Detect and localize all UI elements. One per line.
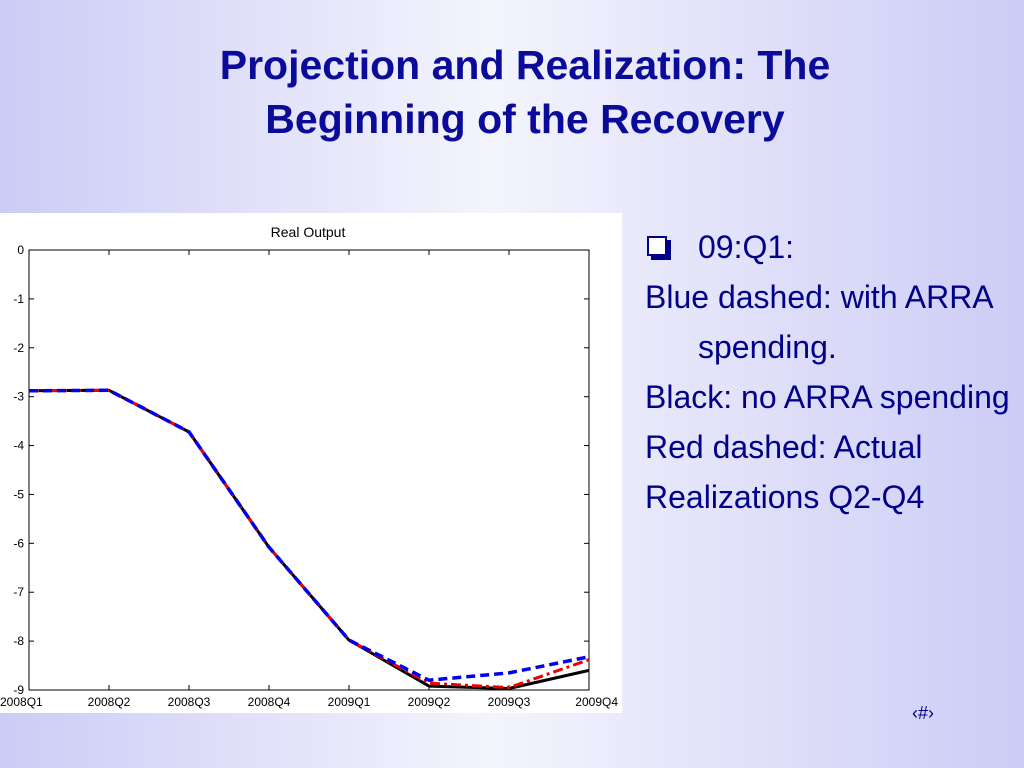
y-tick-label: -9 <box>13 683 24 697</box>
plot-frame <box>28 249 590 691</box>
x-tick-label: 2008Q2 <box>88 695 131 709</box>
y-tick-label: -1 <box>13 292 24 306</box>
x-tick-label: 2008Q4 <box>248 695 291 709</box>
y-tick-label: 0 <box>17 243 24 257</box>
x-tick-label: 2009Q1 <box>328 695 371 709</box>
y-tick-label: -2 <box>13 341 24 355</box>
bullet-line-red: Red dashed: Actual <box>645 429 923 465</box>
chart-panel: Real Output 0 -1 -2 -3 -4 -5 -6 -7 -8 -9 2008Q1 20… <box>0 213 622 713</box>
real-output-chart: Real Output 0-1-2-3-4-5-6-7-8-9 2008Q1 20… <box>0 224 618 709</box>
bullet-line-black: Black: no ARRA spending <box>645 379 1010 415</box>
series-line-solid <box>28 388 590 690</box>
checkbox-bullet-icon <box>647 236 667 256</box>
bullet-heading: 09:Q1: <box>645 222 1015 272</box>
x-tick-label: 2009Q2 <box>408 695 451 709</box>
bullet-list: 09:Q1: Blue dashed: with ARRA spending. … <box>645 222 1015 522</box>
series-line-dashdot <box>28 388 590 690</box>
slide-title: Projection and Realization: The Beginnin… <box>100 38 950 146</box>
y-tick-label: -4 <box>13 439 24 453</box>
bullet-line-blue: Blue dashed: with ARRA spending. <box>645 279 992 365</box>
y-tick-label: -3 <box>13 390 24 404</box>
x-axis: 2008Q1 2008Q2 2008Q3 2008Q4 2009Q1 2009Q2 2009… <box>0 250 618 709</box>
title-line-2: Beginning of the Recovery <box>265 96 785 142</box>
chart-title: Real Output <box>271 224 346 240</box>
y-tick-label: -7 <box>13 585 24 599</box>
x-tick-label: 2009Q4 <box>575 695 618 709</box>
series-layer <box>28 388 590 690</box>
page-number: ‹#› <box>912 703 934 723</box>
plot-border <box>28 249 590 691</box>
y-tick-label: -6 <box>13 536 24 550</box>
title-line-1: Projection and Realization: The <box>219 42 831 88</box>
y-tick-label: -5 <box>13 487 24 501</box>
bullet-line-realizations: Realizations Q2-Q4 <box>645 479 925 515</box>
y-axis: 0 -1 -2 -3 -4 -5 -6 -7 -8 -9 <box>13 243 589 697</box>
bullet-heading-text: 09:Q1: <box>698 229 795 265</box>
x-tick-label: 2009Q3 <box>488 695 531 709</box>
series-line-dashed <box>28 388 590 682</box>
x-tick-label: 2008Q1 <box>0 695 43 709</box>
x-tick-label: 2008Q3 <box>168 695 211 709</box>
y-tick-label: -8 <box>13 634 24 648</box>
